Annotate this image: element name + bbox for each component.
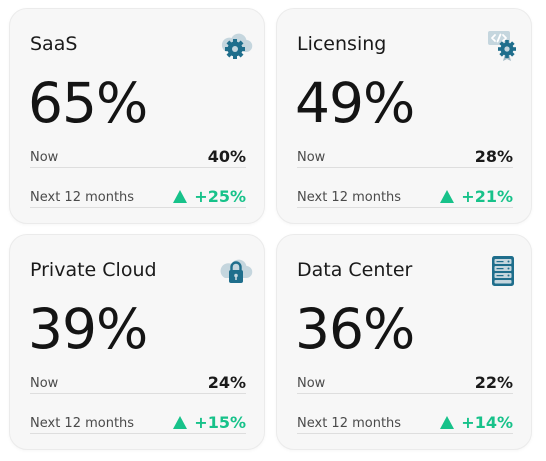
next-label: Next 12 months [297,416,402,431]
next-value: +21% [461,187,513,206]
cloud-lock-icon [218,253,254,289]
now-value: 22% [474,373,513,392]
trend-up-icon [440,416,455,429]
divider [297,433,513,434]
next-value-row: +15% [173,413,246,432]
trend-up-icon [173,416,188,429]
next-value: +25% [194,187,246,206]
divider [30,207,246,208]
card-title: Data Center [297,259,413,281]
next-value-row: +21% [440,187,513,206]
divider [30,433,246,434]
next-value-row: +25% [173,187,246,206]
card-title: SaaS [30,33,78,55]
cloud-gear-icon [218,27,254,63]
next-label: Next 12 months [30,416,135,431]
next-label: Next 12 months [30,190,135,205]
card-title: Licensing [297,33,387,55]
divider [297,207,513,208]
trend-up-icon [173,190,188,203]
now-value: 24% [207,373,246,392]
now-label: Now [30,376,59,391]
divider [30,393,246,394]
next-value: +15% [194,413,246,432]
card-data-center: Data Center 36% Now 22% Next 12 months +… [276,234,532,450]
code-certificate-icon [485,27,521,63]
now-value: 28% [474,147,513,166]
next-label: Next 12 months [297,190,402,205]
card-percent: 49% [295,71,415,135]
divider [30,167,246,168]
card-licensing: Licensing 49% [276,8,532,224]
divider [297,167,513,168]
card-saas: SaaS 65% Now 40% N [9,8,265,224]
server-rack-icon [485,253,521,289]
card-percent: 36% [295,297,415,361]
card-title: Private Cloud [30,259,157,281]
now-value: 40% [207,147,246,166]
now-label: Now [30,150,59,165]
card-percent: 39% [28,297,148,361]
next-value: +14% [461,413,513,432]
now-label: Now [297,150,326,165]
divider [297,393,513,394]
trend-up-icon [440,190,455,203]
card-private-cloud: Private Cloud 39% Now 24% Next 12 months… [9,234,265,450]
next-value-row: +14% [440,413,513,432]
card-percent: 65% [28,71,148,135]
now-label: Now [297,376,326,391]
